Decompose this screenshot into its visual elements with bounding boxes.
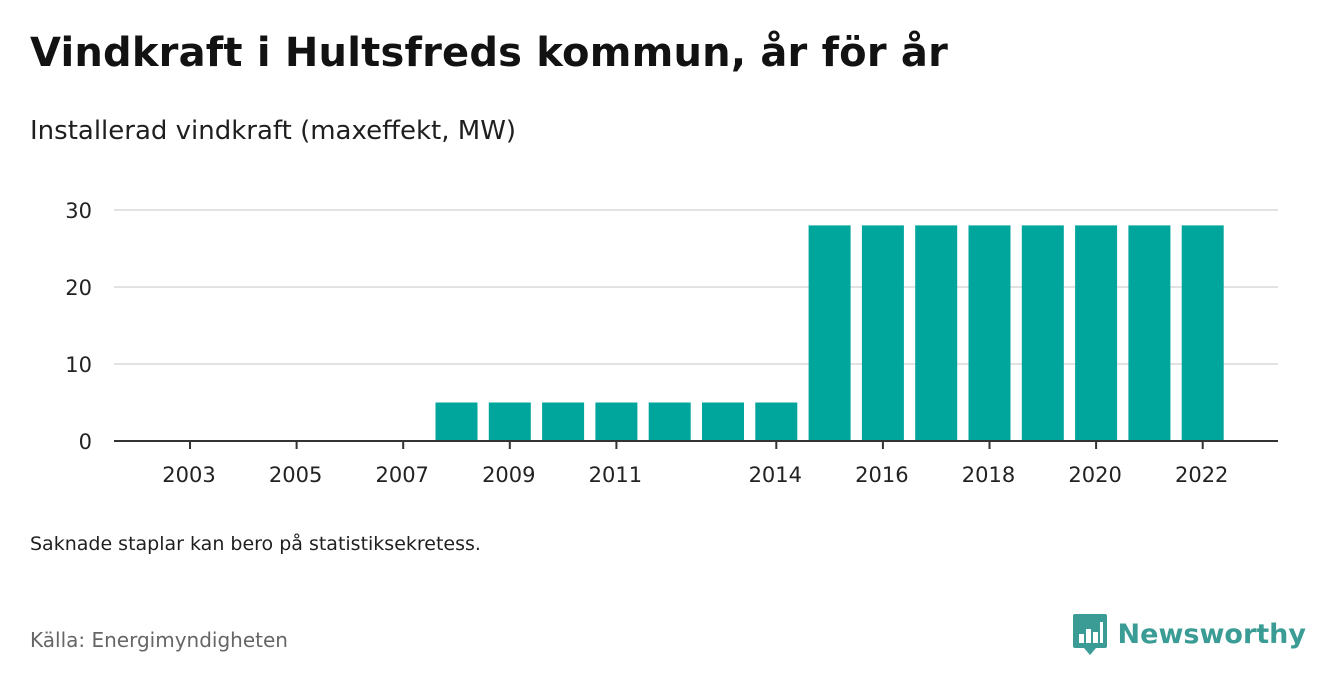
x-tick-label: 2009 xyxy=(482,463,535,487)
y-axis-ticks: 0 10 20 30 xyxy=(65,199,92,454)
bar-2017 xyxy=(915,225,958,441)
x-tick-label: 2020 xyxy=(1068,463,1121,487)
footnote: Saknade staplar kan bero på statistiksek… xyxy=(30,533,481,555)
chart-subtitle: Installerad vindkraft (maxeffekt, MW) xyxy=(30,116,517,146)
bar-2019 xyxy=(1021,225,1064,441)
newsworthy-chat-bar-icon xyxy=(1072,614,1107,655)
bar-2015 xyxy=(808,225,851,441)
chart-title: Vindkraft i Hultsfreds kommun, år för år xyxy=(30,30,949,76)
x-tick-label: 2005 xyxy=(269,463,322,487)
y-tick-label: 0 xyxy=(79,430,92,454)
x-tick-label: 2003 xyxy=(162,463,215,487)
bar-chart: 0 10 20 30 2003 2005 2007 2009 2011 2014 2016 2018… xyxy=(65,199,1278,487)
bar-2018 xyxy=(968,225,1011,441)
x-tick-label: 2014 xyxy=(749,463,802,487)
x-tick-label: 2016 xyxy=(855,463,908,487)
x-axis-ticks: 2003 2005 2007 2009 2011 2014 2016 2018 2020 2022 xyxy=(162,441,1228,487)
bar-2014 xyxy=(755,402,798,441)
brand-name: Newsworthy xyxy=(1117,618,1306,650)
y-tick-label: 10 xyxy=(65,353,92,377)
x-tick-label: 2011 xyxy=(589,463,642,487)
bar-2012 xyxy=(648,402,691,441)
bar-2010 xyxy=(542,402,585,441)
bar-2022 xyxy=(1181,225,1224,441)
bar-2021 xyxy=(1128,225,1171,441)
bar-2020 xyxy=(1075,225,1118,441)
x-tick-label: 2018 xyxy=(962,463,1015,487)
bar-2011 xyxy=(595,402,638,441)
brand: Newsworthy xyxy=(1072,612,1306,656)
x-tick-label: 2022 xyxy=(1175,463,1228,487)
x-tick-label: 2007 xyxy=(375,463,428,487)
bars xyxy=(435,225,1224,441)
y-tick-label: 30 xyxy=(65,199,92,223)
source-credit: Källa: Energimyndigheten xyxy=(30,628,288,652)
bar-2009 xyxy=(488,402,531,441)
y-tick-label: 20 xyxy=(65,276,92,300)
bar-2016 xyxy=(861,225,904,441)
bar-2013 xyxy=(702,402,744,441)
bar-2008 xyxy=(435,402,478,441)
